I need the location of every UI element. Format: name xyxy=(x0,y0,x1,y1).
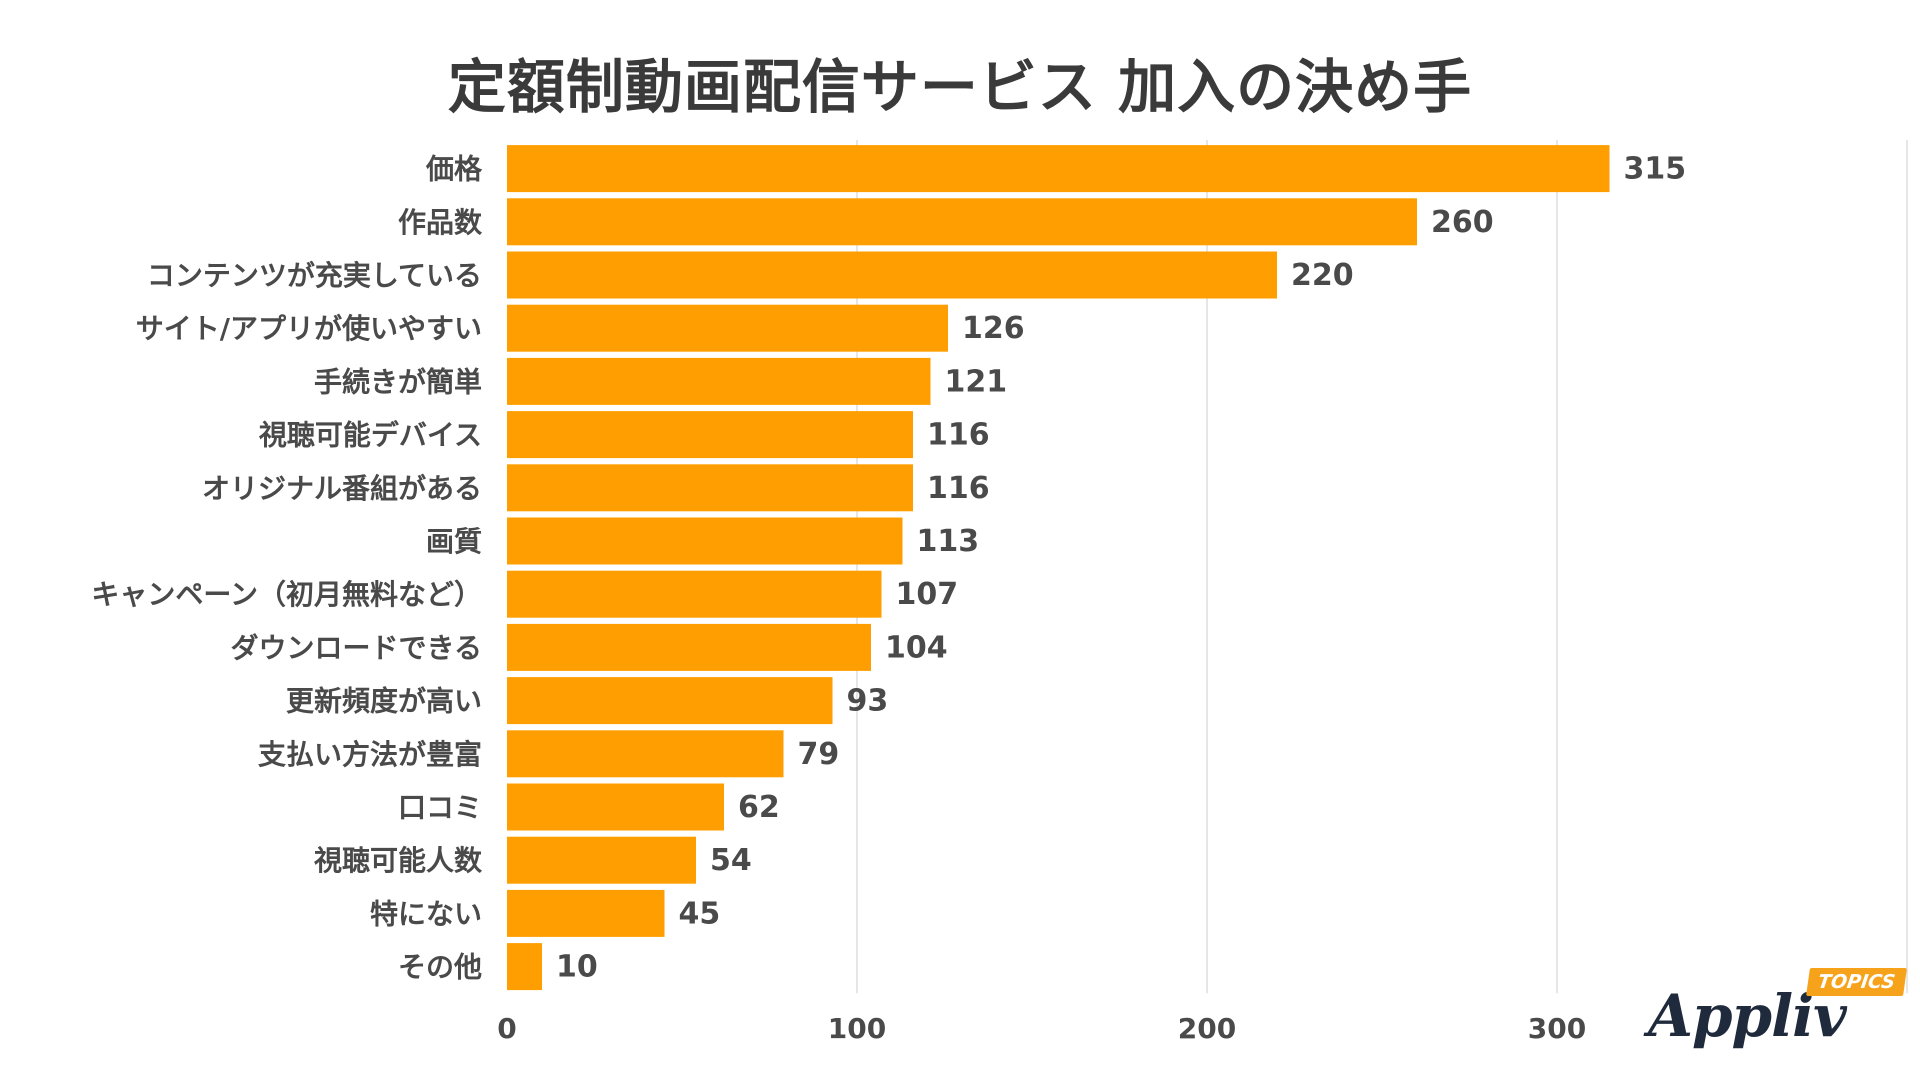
bar xyxy=(507,783,724,831)
x-tick-label: 0 xyxy=(497,1012,516,1045)
chart-title: 定額制動画配信サービス 加入の決め手 xyxy=(447,53,1473,121)
logo-tag: TOPICS xyxy=(1806,968,1908,996)
value-label: 121 xyxy=(945,364,1008,399)
value-label: 116 xyxy=(927,471,990,506)
value-label: 104 xyxy=(885,630,948,665)
appliv-logo: Appliv TOPICS xyxy=(1640,968,1910,1068)
bar-layer xyxy=(507,145,1610,991)
bar xyxy=(507,251,1277,299)
x-tick-layer: 0 100 200 300 xyxy=(497,1012,1586,1045)
bar xyxy=(507,889,665,937)
bar xyxy=(507,464,913,512)
bar xyxy=(507,517,903,565)
value-label: 45 xyxy=(679,896,721,931)
x-tick-label: 300 xyxy=(1528,1012,1586,1045)
value-label: 315 xyxy=(1624,152,1687,187)
bar xyxy=(507,304,948,352)
bar xyxy=(507,357,931,405)
value-label: 79 xyxy=(798,737,840,772)
value-label: 220 xyxy=(1291,258,1354,293)
category-label: オリジナル番組がある xyxy=(202,472,482,505)
bar xyxy=(507,570,882,618)
category-label: 特にない xyxy=(370,897,482,930)
category-label: 口コミ xyxy=(398,791,482,824)
value-label: 93 xyxy=(847,684,889,719)
category-label: ダウンロードできる xyxy=(231,631,482,664)
category-label: 更新頻度が高い xyxy=(286,685,482,718)
value-label: 54 xyxy=(710,843,752,878)
category-label: 価格 xyxy=(425,153,483,186)
category-label: キャンペーン（初月無料など） xyxy=(91,578,482,611)
category-label: 視聴可能デバイス xyxy=(259,419,482,452)
x-tick-label: 200 xyxy=(1178,1012,1236,1045)
category-label: サイト/アプリが使いやすい xyxy=(136,312,482,345)
category-label: 作品数 xyxy=(398,206,483,239)
bar xyxy=(507,198,1417,246)
bar xyxy=(507,836,696,884)
category-label: 支払い方法が豊富 xyxy=(258,738,482,771)
category-label: その他 xyxy=(398,951,482,984)
value-label: 126 xyxy=(962,311,1025,346)
value-label: 260 xyxy=(1431,205,1494,240)
value-label: 113 xyxy=(917,524,980,559)
category-label-layer: 価格作品数コンテンツが充実しているサイト/アプリが使いやすい手続きが簡単視聴可能… xyxy=(91,153,483,984)
bar xyxy=(507,145,1610,193)
category-label: コンテンツが充実している xyxy=(147,259,482,292)
category-label: 画質 xyxy=(426,525,482,558)
value-label: 107 xyxy=(896,577,959,612)
value-label: 10 xyxy=(556,950,598,985)
category-label: 手続きが簡単 xyxy=(314,365,482,398)
bar xyxy=(507,411,913,459)
bar xyxy=(507,943,542,991)
value-label: 116 xyxy=(927,418,990,453)
x-tick-label: 100 xyxy=(828,1012,886,1045)
value-label: 62 xyxy=(738,790,780,825)
bar xyxy=(507,677,833,725)
bar xyxy=(507,623,871,671)
bar xyxy=(507,730,784,778)
category-label: 視聴可能人数 xyxy=(314,844,483,877)
